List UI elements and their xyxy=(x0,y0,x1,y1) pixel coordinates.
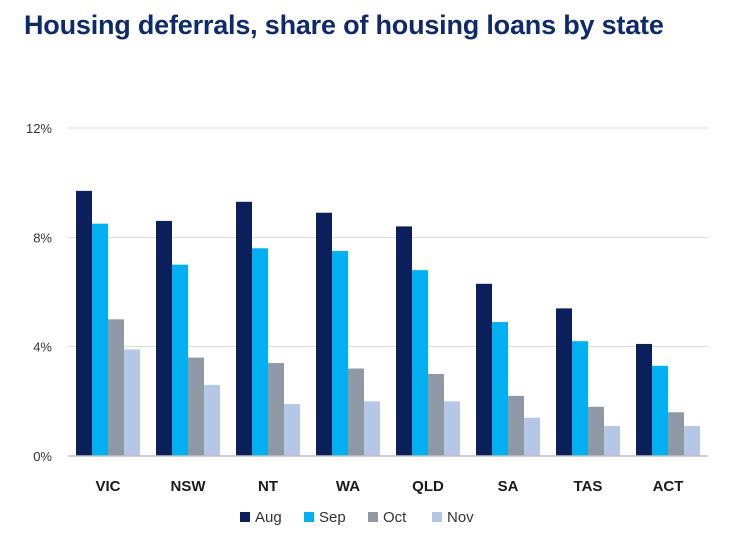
legend-swatch-oct xyxy=(368,512,378,522)
bar-nov-vic xyxy=(124,349,140,456)
x-tick-label: QLD xyxy=(412,478,444,495)
bar-nov-act xyxy=(684,425,700,456)
bar-aug-qld xyxy=(396,226,412,456)
bar-sep-qld xyxy=(412,270,428,456)
bar-nov-sa xyxy=(524,417,540,456)
bar-aug-vic xyxy=(76,190,92,456)
bar-aug-nt xyxy=(236,201,252,456)
legend-label-nov: Nov xyxy=(447,509,474,526)
legend-swatch-sep xyxy=(304,512,314,522)
x-tick-label: NSW xyxy=(171,478,207,495)
bar-oct-act xyxy=(668,412,684,456)
x-tick-label: ACT xyxy=(653,478,684,495)
bar-sep-act xyxy=(652,365,668,456)
bar-oct-vic xyxy=(108,319,124,456)
legend-swatch-nov xyxy=(432,512,442,522)
x-tick-label: WA xyxy=(336,478,360,495)
bar-oct-wa xyxy=(348,368,364,456)
y-tick-label: 0% xyxy=(33,449,52,464)
bar-nov-wa xyxy=(364,401,380,456)
bar-oct-sa xyxy=(508,395,524,456)
y-tick-label: 4% xyxy=(33,340,52,355)
y-axis-ticks: 0% 4% 8% 12% xyxy=(26,121,52,464)
bar-sep-vic xyxy=(92,223,108,456)
legend-swatch-aug xyxy=(240,512,250,522)
bar-sep-nsw xyxy=(172,264,188,456)
bar-sep-sa xyxy=(492,322,508,456)
bar-sep-tas xyxy=(572,341,588,456)
legend-label-oct: Oct xyxy=(383,509,407,526)
bar-aug-nsw xyxy=(156,220,172,456)
bar-oct-nsw xyxy=(188,357,204,456)
y-tick-label: 12% xyxy=(26,121,52,136)
bar-nov-tas xyxy=(604,425,620,456)
legend-label-sep: Sep xyxy=(319,509,346,526)
bar-oct-tas xyxy=(588,406,604,456)
bar-nov-qld xyxy=(444,401,460,456)
legend-label-aug: Aug xyxy=(255,509,282,526)
x-tick-label: TAS xyxy=(574,478,603,495)
bars xyxy=(76,190,700,456)
x-tick-label: VIC xyxy=(95,478,120,495)
bar-aug-act xyxy=(636,343,652,456)
bar-nov-nt xyxy=(284,404,300,456)
bar-aug-tas xyxy=(556,308,572,456)
x-tick-label: NT xyxy=(258,478,278,495)
legend: Aug Sep Oct Nov xyxy=(240,509,474,526)
x-tick-label: SA xyxy=(498,478,519,495)
bar-nov-nsw xyxy=(204,384,220,456)
bar-oct-qld xyxy=(428,374,444,456)
y-tick-label: 8% xyxy=(33,230,52,245)
bar-sep-wa xyxy=(332,251,348,456)
bar-aug-wa xyxy=(316,212,332,456)
chart-title: Housing deferrals, share of housing loan… xyxy=(24,10,664,40)
x-axis-labels: VIC NSW NT WA QLD SA TAS ACT xyxy=(95,478,683,495)
bar-aug-sa xyxy=(476,283,492,456)
bar-sep-nt xyxy=(252,248,268,456)
bar-oct-nt xyxy=(268,363,284,456)
